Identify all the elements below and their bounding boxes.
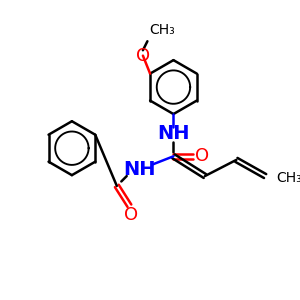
Text: CH₃: CH₃	[149, 23, 175, 37]
Text: O: O	[124, 206, 138, 224]
Text: O: O	[195, 147, 209, 165]
Text: NH: NH	[123, 160, 155, 179]
Text: CH₃: CH₃	[276, 171, 300, 185]
Text: O: O	[136, 46, 150, 64]
Text: NH: NH	[157, 124, 190, 143]
